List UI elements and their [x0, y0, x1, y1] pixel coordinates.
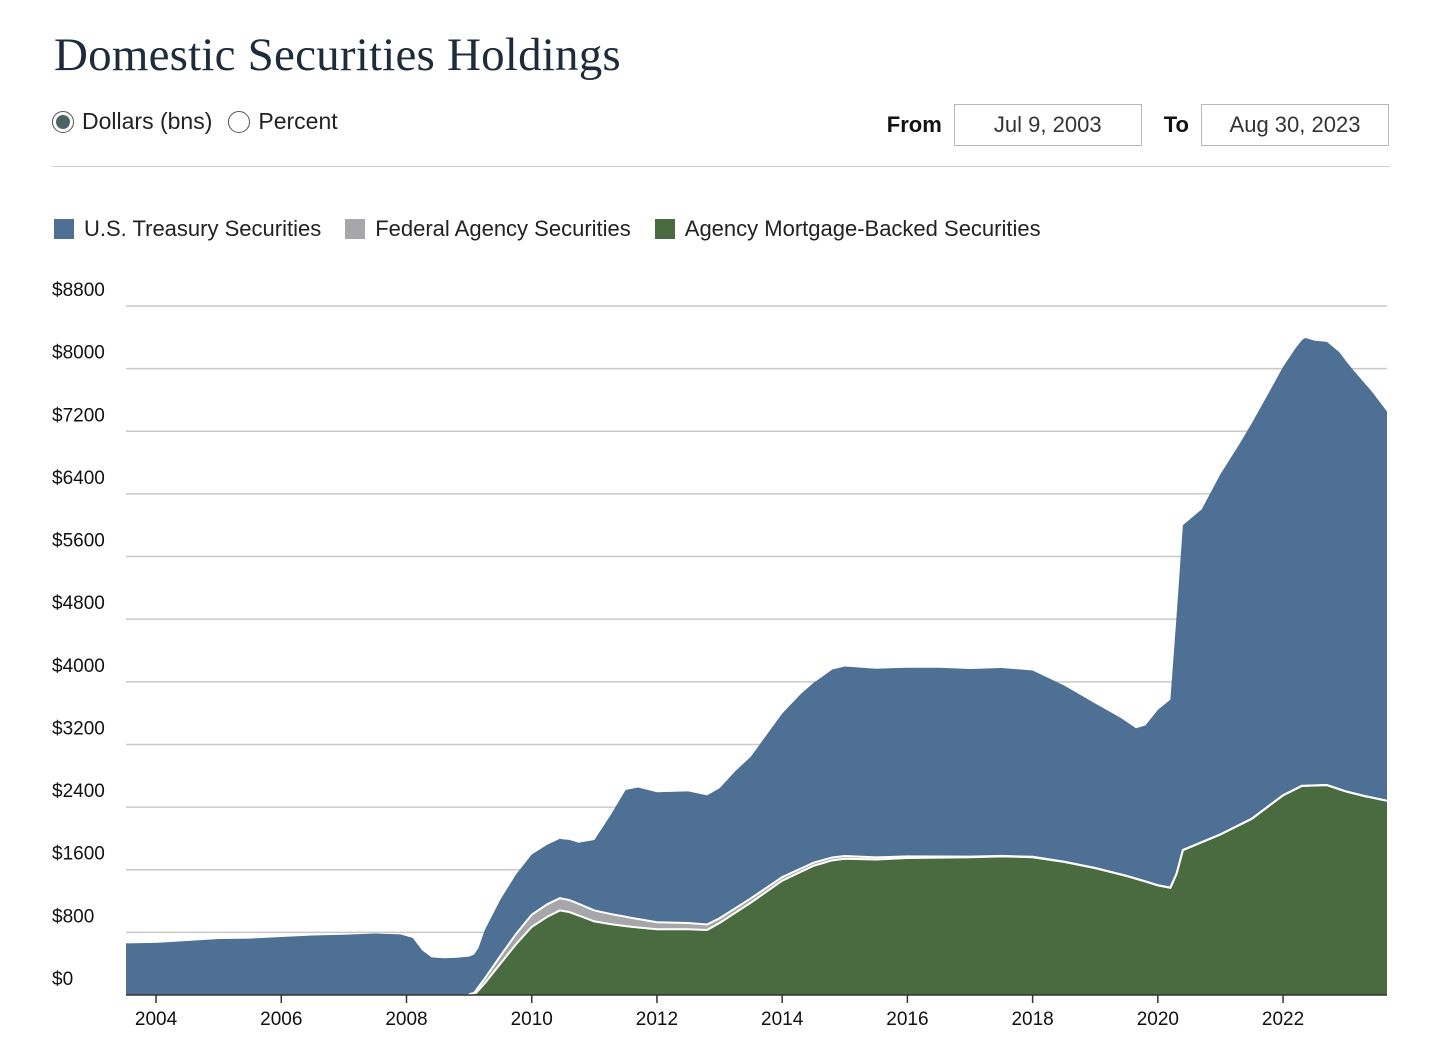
x-tick-label: 2014 — [761, 1009, 804, 1030]
area-series-mbs[interactable] — [126, 785, 1387, 995]
y-tick-label: $5600 — [52, 531, 105, 552]
from-label: From — [886, 112, 942, 137]
legend-swatch-treasury — [54, 219, 74, 239]
radio-selected-dot — [56, 114, 70, 129]
x-tick-label: 2018 — [1011, 1009, 1053, 1030]
y-tick-label: $4000 — [52, 656, 105, 677]
legend-item-mbs[interactable]: Agency Mortgage-Backed Securities — [654, 216, 1041, 242]
x-tick-label: 2020 — [1137, 1009, 1179, 1030]
area-series-treasury[interactable] — [126, 337, 1387, 996]
units-toggle: Dollars (bns) Percent — [52, 108, 354, 135]
x-tick-label: 2004 — [135, 1009, 178, 1030]
x-tick-label: 2010 — [511, 1009, 553, 1030]
from-date-input[interactable]: Jul 9, 2003 — [953, 104, 1142, 146]
y-tick-label: $8000 — [52, 343, 105, 364]
x-tick-label: 2006 — [260, 1009, 302, 1030]
x-tick-label: 2008 — [385, 1009, 427, 1030]
y-tick-label: $1600 — [52, 844, 105, 865]
legend-label-treasury: U.S. Treasury Securities — [84, 216, 322, 241]
legend-item-agency[interactable]: Federal Agency Securities — [345, 216, 631, 242]
x-tick-label: 2022 — [1262, 1009, 1304, 1030]
percent-radio[interactable]: Percent — [228, 108, 338, 135]
legend-swatch-agency — [345, 219, 366, 239]
percent-radio-label: Percent — [258, 108, 338, 134]
page-title: Domestic Securities Holdings — [54, 29, 621, 81]
y-tick-label: $2400 — [52, 781, 105, 802]
x-tick-label: 2012 — [636, 1009, 678, 1030]
y-tick-label: $7200 — [52, 405, 105, 426]
y-tick-label: $8800 — [52, 280, 105, 301]
date-range: From Jul 9, 2003 To Aug 30, 2023 — [887, 104, 1389, 146]
y-tick-label: $800 — [52, 906, 94, 927]
y-tick-label: $0 — [52, 969, 73, 990]
dollars-radio[interactable]: Dollars (bns) — [52, 108, 212, 135]
x-tick-label: 2016 — [886, 1009, 928, 1030]
legend-swatch-mbs — [654, 219, 675, 239]
percent-radio-circle[interactable] — [228, 110, 251, 133]
y-tick-label: $3200 — [52, 718, 105, 739]
legend-label-agency: Federal Agency Securities — [375, 216, 631, 241]
dollars-radio-label: Dollars (bns) — [82, 108, 213, 134]
header-divider — [52, 166, 1390, 167]
legend-item-treasury[interactable]: U.S. Treasury Securities — [54, 216, 321, 242]
series-edge-agency — [468, 784, 1388, 996]
dollars-radio-circle[interactable] — [52, 110, 74, 133]
y-tick-label: $6400 — [52, 468, 105, 489]
chart-legend: U.S. Treasury Securities Federal Agency … — [54, 216, 1065, 242]
to-date-input[interactable]: Aug 30, 2023 — [1201, 104, 1389, 146]
y-tick-label: $4800 — [52, 593, 105, 614]
to-label: To — [1163, 112, 1189, 137]
legend-label-mbs: Agency Mortgage-Backed Securities — [684, 216, 1041, 241]
